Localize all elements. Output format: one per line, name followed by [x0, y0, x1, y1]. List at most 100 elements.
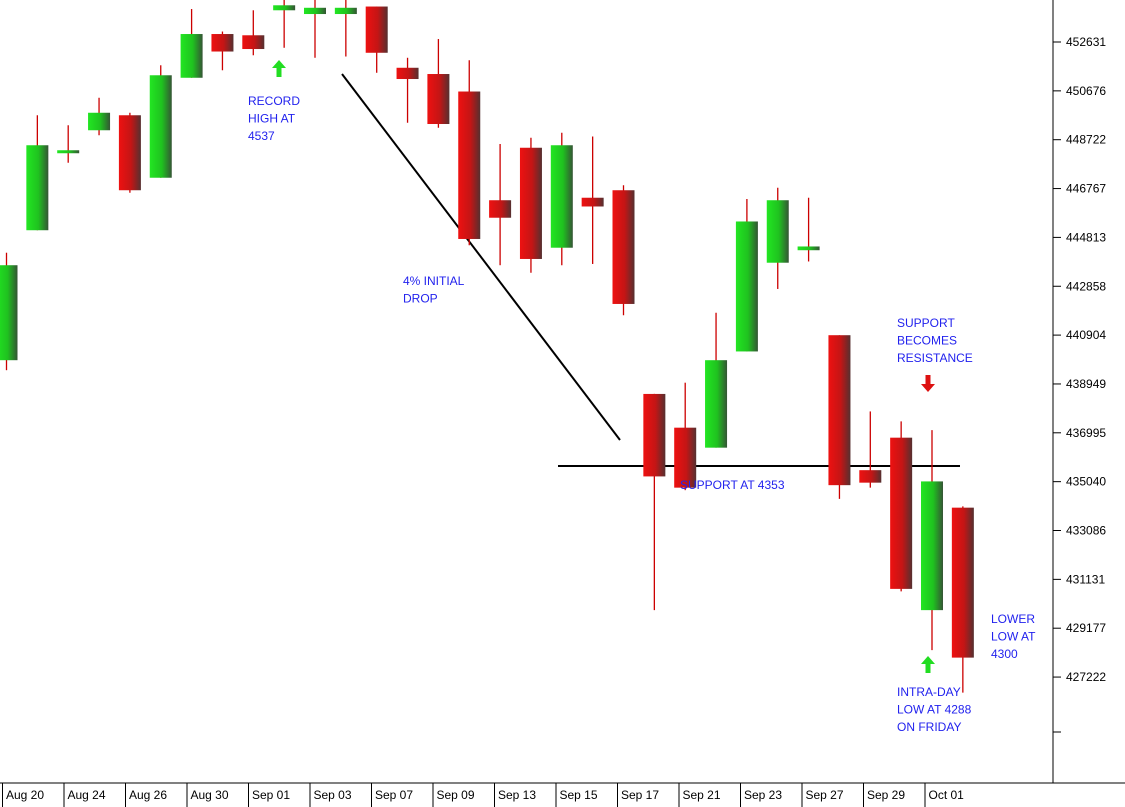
x-axis: Aug 20 Aug 24 Aug 26 Aug 30 Sep 01 Sep 03 Sep … [0, 782, 1125, 807]
candle-body-up [797, 246, 820, 251]
annotation: INTRA-DAY LOW AT 4288 ON FRIDAY [897, 656, 972, 734]
candle [0, 252, 18, 371]
annotation-text: 4300 [991, 647, 1018, 661]
candle [550, 132, 573, 266]
candle [581, 136, 604, 264]
candle [180, 9, 203, 78]
candle-body-down [674, 427, 697, 488]
candle-body-down [118, 115, 141, 191]
candle [489, 143, 512, 266]
candle [828, 335, 851, 499]
candle-body-down [859, 470, 882, 483]
candle-body-up [705, 360, 728, 448]
y-tick-label: 438949 [1066, 377, 1106, 391]
y-tick-label: 446767 [1066, 182, 1106, 196]
arrow-up-icon [921, 656, 935, 673]
x-tick-label: Sep 23 [744, 788, 782, 802]
candle-body-down [890, 437, 913, 589]
annotation-text: HIGH AT [248, 112, 296, 126]
candle-body-down [427, 74, 450, 125]
candles [0, 0, 974, 693]
candle-body-down [643, 393, 666, 477]
candle-body-down [612, 190, 635, 304]
y-tick-label: 433086 [1066, 524, 1106, 538]
candle-body-down [211, 34, 234, 52]
candle-body-down [581, 197, 604, 207]
candle [304, 0, 326, 58]
candle-body-up [334, 7, 357, 15]
x-tick-label: Aug 30 [191, 788, 229, 802]
annotation: SUPPORT BECOMES RESISTANCE [897, 316, 973, 392]
candle-body-up [766, 200, 789, 263]
annotation-text: LOW AT 4288 [897, 703, 972, 717]
candle-body-down [828, 335, 851, 486]
candle [211, 31, 234, 71]
y-tick-label: 431131 [1066, 572, 1105, 586]
candle-body-up [735, 221, 758, 352]
y-tick-label: 448722 [1066, 133, 1106, 147]
candle-body-up [149, 75, 172, 178]
y-tick-label: 435040 [1066, 475, 1106, 489]
candle-body-down [489, 200, 512, 218]
annotation-text: 4% INITIAL [403, 274, 465, 288]
annotation-text: BECOMES [897, 334, 957, 348]
candle-body-up [26, 145, 49, 231]
annotation-text: ON FRIDAY [897, 720, 961, 734]
candle-body-up [550, 145, 573, 248]
x-tick-label: Sep 15 [560, 788, 598, 802]
candle [643, 393, 666, 611]
candle-body-down [365, 6, 388, 53]
annotation: RECORD HIGH AT 4537 [248, 60, 300, 143]
candle-body-up [57, 150, 80, 154]
annotation: SUPPORT AT 4353 [680, 478, 785, 492]
candle-body-up [921, 481, 943, 611]
annotation-text: SUPPORT [897, 316, 955, 330]
candle [242, 10, 265, 56]
y-tick-label: 429177 [1066, 621, 1106, 635]
annotations: RECORD HIGH AT 4537 4% INITIAL DROP SUPPORT A… [248, 60, 1036, 734]
candle-body-up [180, 34, 203, 78]
annotation-text: RECORD [248, 94, 300, 108]
y-axis: 452631 450676 448722 446767 444813 442858 4409… [1052, 0, 1106, 783]
candle-body-up [0, 265, 18, 361]
candle [88, 97, 111, 136]
candle [921, 430, 943, 651]
candle [951, 506, 974, 693]
x-tick-label: Sep 03 [314, 788, 352, 802]
y-tick-label: 436995 [1066, 426, 1106, 440]
candle [57, 125, 80, 163]
arrow-down-icon [921, 375, 935, 392]
x-tick-label: Sep 29 [867, 788, 905, 802]
candle [427, 39, 450, 128]
x-tick-label: Oct 01 [929, 788, 965, 802]
annotation: LOWER LOW AT 4300 [991, 612, 1036, 661]
x-tick-label: Aug 26 [129, 788, 167, 802]
candle [26, 115, 49, 231]
x-tick-label: Sep 07 [375, 788, 413, 802]
candle [365, 6, 388, 73]
x-tick-label: Aug 24 [68, 788, 106, 802]
y-tick-label: 450676 [1066, 84, 1106, 98]
annotation-text: LOWER [991, 612, 1035, 626]
y-tick-label: 427222 [1066, 670, 1106, 684]
candle [118, 112, 141, 193]
candle [766, 187, 789, 289]
annotation-text: SUPPORT AT 4353 [680, 478, 785, 492]
annotation-text: DROP [403, 292, 438, 306]
annotation-text: LOW AT [991, 630, 1036, 644]
candle-body-up [88, 112, 111, 131]
x-tick-label: Sep 17 [621, 788, 659, 802]
x-tick-label: Aug 20 [6, 788, 44, 802]
y-tick-label: 452631 [1066, 35, 1106, 49]
trend-line [341, 73, 621, 441]
y-tick-label: 442858 [1066, 279, 1106, 293]
candle [735, 198, 758, 352]
annotation-text: RESISTANCE [897, 351, 973, 365]
candle [612, 185, 635, 316]
candle [273, 0, 296, 48]
candle-body-down [242, 35, 265, 50]
candle [859, 411, 882, 488]
candle-body-down [396, 67, 419, 80]
x-tick-label: Sep 27 [806, 788, 844, 802]
